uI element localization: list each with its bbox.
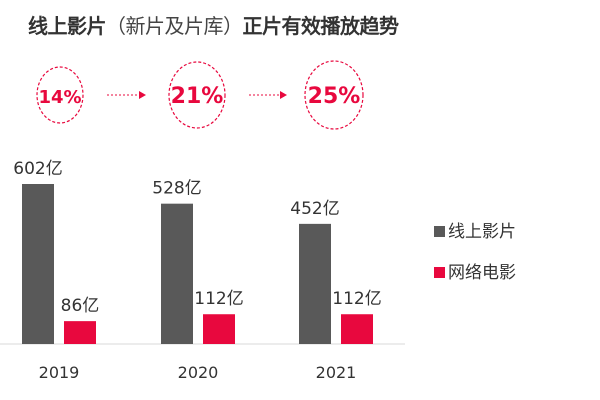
title-paren: （新片及片库） [106,14,243,38]
bar-online-film-2020 [161,203,193,344]
growth-value: 14% [38,87,81,108]
bar-web-movie-2021 [341,314,373,344]
growth-value: 21% [171,84,224,109]
data-label: 112亿 [194,289,243,309]
title-main: 线上影片 [28,14,107,38]
bar-online-film-2019 [22,184,54,344]
legend-label: 网络电影 [448,263,516,283]
x-tick-label: 2021 [316,363,357,382]
data-label: 452亿 [290,199,339,219]
bar-web-movie-2020 [203,314,235,344]
x-tick-label: 2020 [178,363,219,382]
x-tick-label: 2019 [39,363,80,382]
bar-web-movie-2019 [64,321,96,344]
data-label: 602亿 [13,159,62,179]
data-label: 86亿 [61,296,100,316]
title-tail: 正片有效播放趋势 [242,14,400,38]
data-label: 112亿 [332,289,381,309]
data-label: 528亿 [152,179,201,199]
arrow-head-icon [139,91,146,99]
growth-circle [36,66,84,124]
legend-label: 线上影片 [448,222,516,242]
chart-title: 线上影片（新片及片库）正片有效播放趋势 [28,10,399,39]
bar-online-film-2021 [299,223,331,344]
growth-circle [168,61,226,129]
growth-circle [304,60,364,130]
legend-swatch [434,226,445,237]
growth-value: 25% [308,84,361,109]
arrow-head-icon [280,91,287,99]
legend-swatch [434,267,445,278]
